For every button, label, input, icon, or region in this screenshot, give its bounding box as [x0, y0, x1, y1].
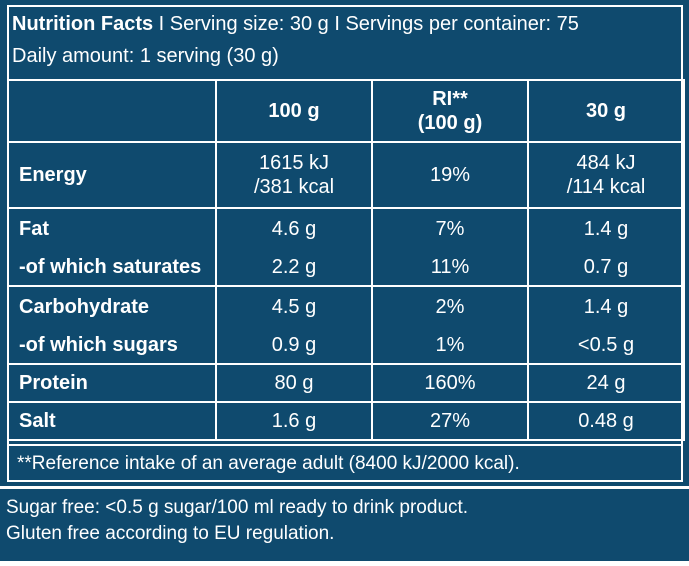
nutrient-name: Carbohydrate [7, 285, 217, 326]
energy-kcal-per30: /114 kcal [566, 176, 646, 198]
header-separator-2: I [328, 13, 346, 35]
product-notes: Sugar free: <0.5 g sugar/100 ml ready to… [0, 489, 689, 561]
value-per30: 0.7 g [527, 248, 685, 287]
value-ri: 2% [371, 285, 529, 326]
nutrient-name: -of which sugars [7, 326, 217, 365]
value-per100: 80 g [215, 363, 373, 403]
gluten-free-note: Gluten free according to EU regulation. [6, 523, 335, 544]
nutrient-name: Fat [7, 207, 217, 248]
value-per30: 484 kJ/114 kcal [527, 141, 685, 209]
value-per100: 2.2 g [215, 248, 373, 287]
nutrition-panel: Nutrition Facts I Serving size: 30 g I S… [0, 0, 689, 486]
serving-size: Serving size: 30 g [169, 13, 329, 35]
value-per30: 24 g [527, 363, 685, 403]
value-ri: 11% [371, 248, 529, 287]
ri-sub-label: (100 g) [417, 112, 483, 134]
value-per30: 1.4 g [527, 285, 685, 326]
table-row-fat: Fat 4.6 g 7% 1.4 g [7, 207, 685, 248]
ri-label: RI** [432, 88, 468, 110]
value-per100: 4.6 g [215, 207, 373, 248]
energy-kj-per30: 484 kJ [576, 152, 636, 174]
reference-intake-footnote: **Reference intake of an average adult (… [7, 444, 683, 482]
column-header-per100: 100 g [215, 79, 373, 143]
nutrient-name: Protein [7, 363, 217, 403]
nutrient-name: Salt [7, 401, 217, 441]
table-header-row: 100 g RI** (100 g) 30 g [7, 79, 685, 143]
daily-amount: Daily amount: 1 serving (30 g) [12, 45, 279, 67]
nutrient-name: Energy [7, 141, 217, 209]
column-header-ri: RI** (100 g) [371, 79, 529, 143]
value-ri: 7% [371, 207, 529, 248]
table-row-energy: Energy 1615 kJ/381 kcal 19% 484 kJ/114 k… [7, 141, 685, 209]
nutrition-table: 100 g RI** (100 g) 30 g Energy 1615 kJ/38… [7, 79, 685, 441]
value-ri: 27% [371, 401, 529, 441]
value-per100: 0.9 g [215, 326, 373, 365]
nutrient-name: -of which saturates [7, 248, 217, 287]
header-line-1: Nutrition Facts I Serving size: 30 g I S… [12, 12, 579, 36]
table-row-sugars: -of which sugars 0.9 g 1% <0.5 g [7, 326, 685, 365]
column-header-per30: 30 g [527, 79, 685, 143]
value-per30: <0.5 g [527, 326, 685, 365]
table-row-carbohydrate: Carbohydrate 4.5 g 2% 1.4 g [7, 285, 685, 326]
nutrition-facts-title: Nutrition Facts [12, 13, 154, 35]
value-ri: 19% [371, 141, 529, 209]
value-per30: 1.4 g [527, 207, 685, 248]
servings-per-container: Servings per container: 75 [345, 13, 579, 35]
value-per30: 0.48 g [527, 401, 685, 441]
sugar-free-note: Sugar free: <0.5 g sugar/100 ml ready to… [6, 497, 469, 518]
table-row-salt: Salt 1.6 g 27% 0.48 g [7, 401, 685, 441]
value-per100: 1615 kJ/381 kcal [215, 141, 373, 209]
table-row-protein: Protein 80 g 160% 24 g [7, 363, 685, 403]
value-ri: 160% [371, 363, 529, 403]
column-header-nutrient [7, 79, 217, 143]
table-row-saturates: -of which saturates 2.2 g 11% 0.7 g [7, 248, 685, 287]
value-per100: 1.6 g [215, 401, 373, 441]
value-ri: 1% [371, 326, 529, 365]
header-separator-1: I [153, 13, 170, 35]
value-per100: 4.5 g [215, 285, 373, 326]
energy-kcal-per100: /381 kcal [253, 176, 335, 198]
energy-kj-per100: 1615 kJ [258, 152, 330, 174]
